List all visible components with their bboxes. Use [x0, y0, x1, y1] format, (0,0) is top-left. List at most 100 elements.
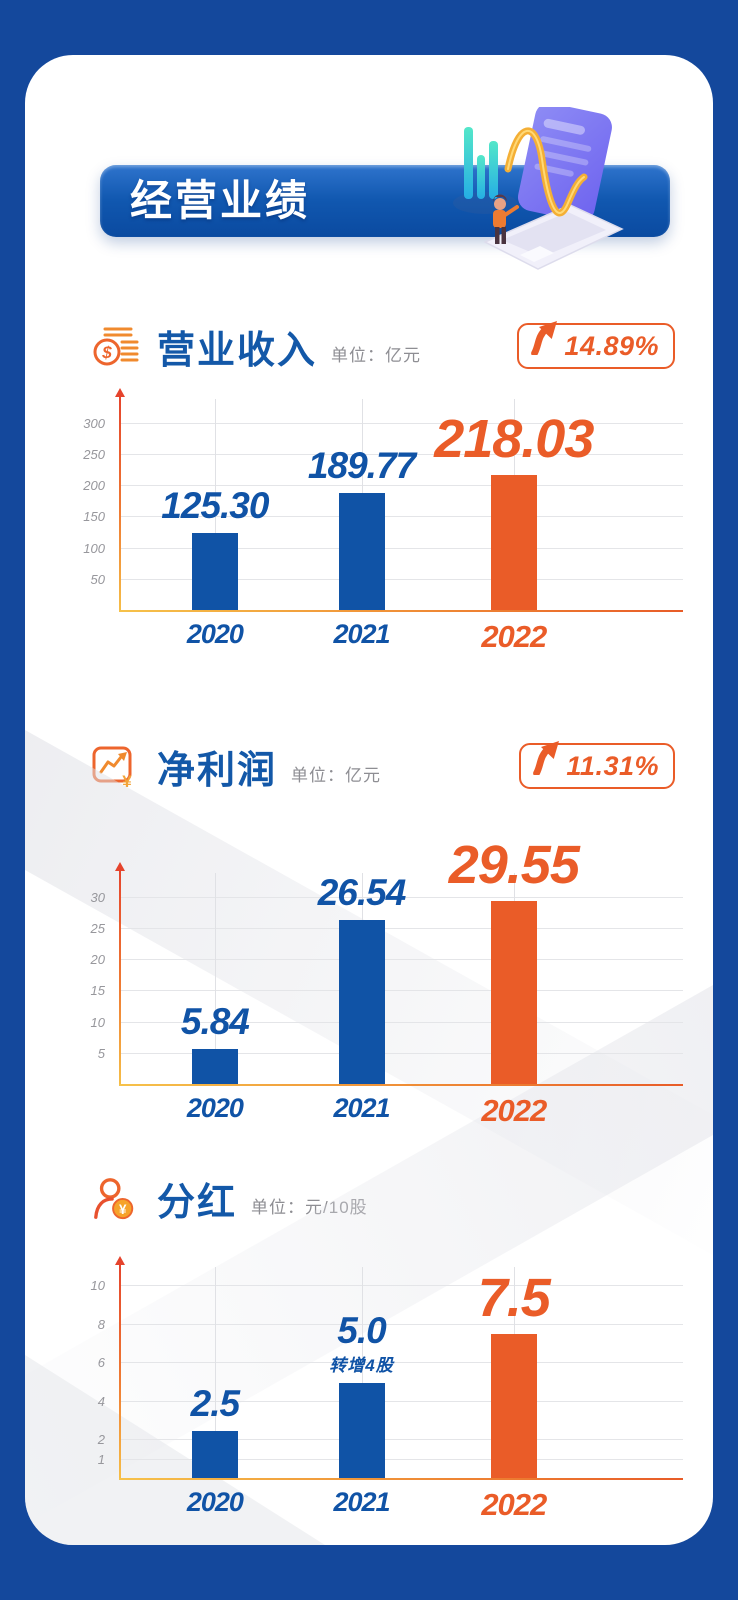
bar-2020 — [191, 1048, 238, 1085]
y-axis-tick-label: 30 — [90, 889, 105, 905]
y-axis — [114, 862, 125, 1085]
gridline — [121, 1052, 683, 1054]
bar-value: 2.5 — [190, 1382, 240, 1424]
coins-stack-icon: $ — [91, 322, 143, 370]
gridline — [121, 1323, 683, 1325]
presenter-person — [492, 194, 519, 244]
chart-x-axis-labels: 2020 2021 2022 — [119, 611, 683, 657]
gridline — [214, 399, 216, 611]
y-axis — [114, 388, 125, 611]
gridline — [121, 422, 683, 424]
bar-value-label: 218.03 — [434, 412, 594, 466]
bar-2021 — [338, 1382, 385, 1479]
x-axis-label: 2021 — [333, 1487, 390, 1517]
gridline — [214, 873, 216, 1085]
gridline — [121, 485, 683, 487]
y-axis-tick-label: 25 — [90, 921, 105, 937]
x-axis-label: 2020 — [186, 619, 244, 649]
y-axis-tick-label: 20 — [90, 952, 105, 968]
unit-label: 单位：亿元 — [331, 346, 422, 365]
section-net-profit-header: ¥ 净利润 单位：亿元 11.31% — [91, 739, 675, 793]
bar-2020 — [191, 1430, 238, 1479]
x-axis-label: 2022 — [481, 619, 547, 654]
x-axis — [119, 1478, 683, 1480]
svg-text:$: $ — [101, 343, 112, 362]
chart-x-axis-labels: 2020 2021 2022 — [119, 1479, 683, 1525]
x-axis-label: 2022 — [481, 1093, 547, 1128]
x-axis-label: 2022 — [481, 1487, 547, 1522]
growth-badge: 14.89% — [517, 320, 675, 369]
y-axis-tick-label: 10 — [90, 1014, 105, 1030]
gridline — [121, 1285, 683, 1287]
shareholder-coin-icon: ¥ — [91, 1174, 143, 1222]
chart-plot-area: 10 8 6 4 2 1 2.5 5.0 转增4股 7.5 — [91, 1256, 683, 1480]
chart-plot-area: 30 25 20 15 10 5 5.84 26.54 29.55 — [91, 838, 683, 1086]
y-axis-tick-label: 100 — [83, 540, 105, 556]
gridline — [121, 1362, 683, 1364]
gridline — [121, 896, 683, 898]
y-axis-tick-label: 300 — [83, 415, 105, 431]
section-title: 净利润 — [157, 749, 278, 792]
y-axis-tick-label: 50 — [90, 571, 105, 587]
y-axis-tick-label: 2 — [97, 1432, 105, 1448]
bar-2020 — [191, 532, 238, 611]
x-axis-label: 2021 — [333, 1093, 390, 1123]
gridline — [121, 1400, 683, 1402]
y-axis-tick-label: 6 — [97, 1355, 105, 1371]
content-card: 经营业绩 — [25, 55, 713, 1545]
y-axis — [114, 1256, 125, 1479]
bar-value-label: 189.77 — [308, 447, 416, 484]
y-axis-tick-label: 1 — [97, 1451, 105, 1467]
gridline — [214, 1267, 216, 1479]
gridline — [121, 1021, 683, 1023]
bar-value-label: 125.30 — [161, 484, 269, 526]
section-title: 营业收入 — [157, 329, 318, 372]
chart-plot-area: 300 250 200 150 100 50 125.30 189.77 218.03 — [83, 388, 683, 612]
gridline — [361, 1267, 363, 1479]
gridline — [121, 454, 683, 456]
bar-2022 — [490, 900, 537, 1085]
gridline — [121, 959, 683, 961]
bar-value: 5.0 — [337, 1309, 386, 1351]
y-axis-tick-label: 8 — [97, 1316, 105, 1332]
trend-line-icon: ¥ — [91, 742, 143, 790]
bar-value-label: 2.5 — [190, 1382, 240, 1424]
bar-2021 — [338, 919, 385, 1085]
up-arrow-icon — [531, 320, 558, 355]
gridline — [121, 578, 683, 580]
x-axis — [119, 1084, 683, 1086]
laptop-chart-illustration — [453, 107, 624, 270]
header-banner: 经营业绩 — [100, 107, 670, 270]
bar-2022 — [490, 1334, 537, 1479]
y-axis-tick-label: 4 — [97, 1393, 105, 1409]
growth-value: 14.89% — [564, 330, 659, 361]
bar-value-label: 26.54 — [317, 871, 407, 913]
y-axis-tick-label: 10 — [90, 1278, 105, 1294]
bar-value: 5.84 — [180, 1000, 250, 1042]
x-axis-label: 2020 — [186, 1093, 244, 1123]
bar-2022 — [490, 475, 537, 611]
section-dividend-header: ¥ 分红 单位：元/10股 — [91, 1171, 675, 1225]
section-revenue-header: $ 营业收入 单位：亿元 14.89% — [91, 319, 675, 373]
bar-value-label: 5.0 转增4股 — [329, 1312, 393, 1374]
growth-value: 11.31% — [566, 750, 659, 781]
up-arrow-icon — [533, 740, 560, 775]
y-axis-tick-label: 5 — [97, 1045, 105, 1061]
bar-value: 26.54 — [317, 871, 407, 913]
net-profit-bar-chart: 30 25 20 15 10 5 5.84 26.54 29.55 2020 2021 2022 — [91, 838, 683, 1131]
bar-value: 125.30 — [161, 484, 269, 526]
gridline — [121, 1458, 683, 1460]
dividend-bar-chart: 10 8 6 4 2 1 2.5 5.0 转增4股 7.5 2020 2021 2022 — [91, 1256, 683, 1525]
x-axis-label: 2020 — [186, 1487, 244, 1517]
bar-value-label: 29.55 — [449, 838, 580, 892]
gridline — [121, 928, 683, 930]
x-axis-label: 2021 — [333, 619, 390, 649]
y-axis-tick-label: 200 — [83, 478, 105, 494]
revenue-bar-chart: 300 250 200 150 100 50 125.30 189.77 218.03 2020… — [83, 388, 683, 657]
section-title: 分红 — [157, 1181, 238, 1224]
svg-text:¥: ¥ — [119, 1202, 127, 1217]
bar-note: 转增4股 — [329, 1355, 394, 1375]
gridline — [121, 547, 683, 549]
x-axis — [119, 610, 683, 612]
